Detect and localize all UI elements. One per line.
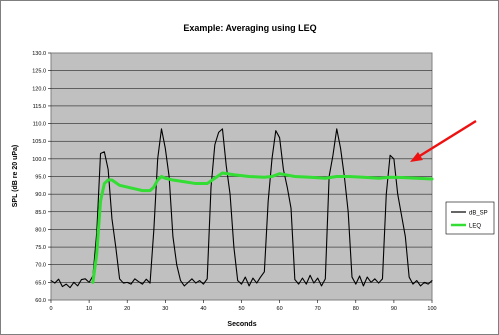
x-tick-label: 40 <box>200 306 206 312</box>
y-tick-label: 65.0 <box>35 280 46 286</box>
y-tick-label: 75.0 <box>35 245 46 251</box>
legend-label-dB_SP: dB_SP <box>469 211 488 217</box>
y-tick-label: 110.0 <box>33 122 46 128</box>
x-tick-label: 100 <box>427 306 436 312</box>
x-tick-label: 70 <box>315 306 321 312</box>
y-tick-label: 125.0 <box>32 69 46 75</box>
y-tick-label: 100.0 <box>32 157 46 163</box>
legend: dB_SP LEQ <box>445 201 495 235</box>
arrow-shaft <box>417 119 477 159</box>
legend-label-LEQ: LEQ <box>469 224 481 230</box>
chart-title: Example: Averaging using LEQ <box>183 23 316 33</box>
legend-box <box>445 201 495 235</box>
y-tick-label: 90.0 <box>35 192 46 198</box>
x-tick-label: 80 <box>353 306 359 312</box>
x-tick-label: 0 <box>49 306 52 312</box>
series-lines <box>50 128 434 289</box>
x-tick-label: 50 <box>238 306 244 312</box>
arrow-head <box>410 152 423 162</box>
x-tick-label: 30 <box>162 306 168 312</box>
x-tick-label: 10 <box>86 306 92 312</box>
x-axis-label: Seconds <box>227 321 256 328</box>
axis-ticks: 60.065.070.075.080.085.090.095.0100.0105… <box>32 51 436 312</box>
y-axis-label: SPL (dB re 20 uPa) <box>12 145 19 208</box>
y-tick-label: 60.0 <box>35 298 46 304</box>
y-tick-label: 105.0 <box>32 139 46 145</box>
y-tick-label: 85.0 <box>35 210 46 216</box>
x-tick-label: 90 <box>391 306 397 312</box>
y-tick-label: 130.0 <box>32 51 46 57</box>
series-line-LEQ <box>91 171 434 284</box>
annotation-arrow <box>410 119 477 162</box>
y-tick-label: 80.0 <box>35 227 46 233</box>
grid-lines <box>51 70 432 283</box>
y-tick-label: 70.0 <box>35 263 46 269</box>
y-tick-label: 115.0 <box>33 104 46 110</box>
series-line-dB_SP <box>50 128 433 289</box>
x-tick-label: 20 <box>124 306 130 312</box>
x-tick-label: 60 <box>277 306 283 312</box>
y-tick-label: 120.0 <box>32 86 46 92</box>
y-tick-label: 95.0 <box>35 175 46 181</box>
